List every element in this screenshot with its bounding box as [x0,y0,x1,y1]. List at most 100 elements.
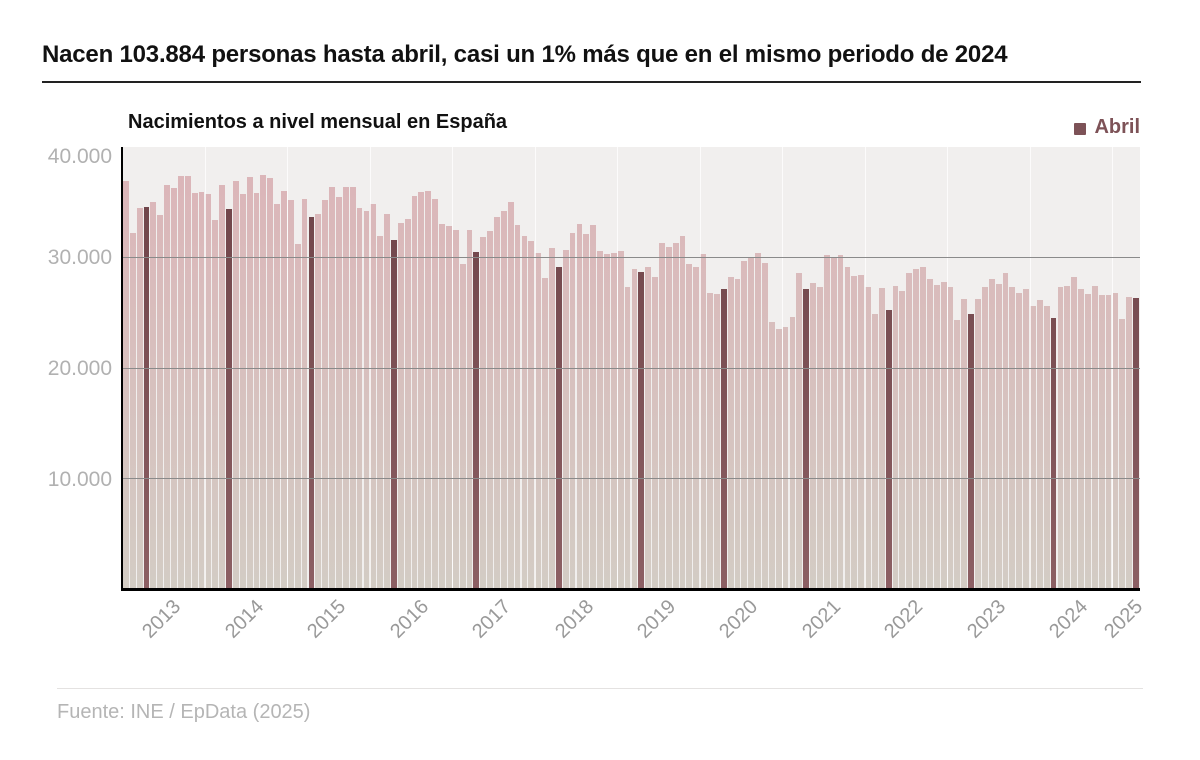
bar-2017-10 [514,225,521,588]
bar-2019-10 [679,236,686,588]
bar-2014-12 [281,191,287,588]
bar-2022-01 [865,287,871,588]
bar-2021-04 [803,289,810,588]
bar-2020-02 [707,292,713,588]
bar-2023-12 [1023,289,1029,588]
bar-2023-04 [968,313,975,588]
bar-2019-05 [645,267,652,588]
x-tick-label-2019: 2019 [633,595,681,643]
bar-2018-07 [576,224,583,588]
x-tick-label-2013: 2013 [138,595,186,643]
source-credit: Fuente: INE / EpData (2025) [57,701,311,723]
bar-2014-03 [219,184,225,588]
bar-2016-06 [404,218,411,588]
bar-2022-09 [920,267,926,588]
gridline-30000 [123,257,1140,258]
bar-2021-09 [837,255,844,588]
bar-2023-08 [995,283,1002,588]
bar-2014-06 [239,194,246,588]
bar-2023-06 [981,287,988,588]
bar-2023-02 [954,320,961,588]
bar-2024-04 [1050,317,1057,588]
bar-2018-01 [535,252,542,588]
bar-2022-06 [899,291,906,588]
bar-2014-05 [232,181,239,588]
bar-2024-12 [1105,294,1112,588]
bar-2015-11 [356,207,363,588]
gridline-10000 [123,478,1140,479]
bar-2016-07 [411,195,418,588]
bar-2016-01 [370,204,377,588]
year-separator [369,147,371,588]
bar-2013-09 [177,175,184,588]
chart-title: Nacimientos a nivel mensual en España [128,111,508,133]
x-axis: 2013 2014 2015 2016 2017 2018 2019 2020 2021 2022… [121,595,1147,656]
bar-2017-04 [473,251,480,588]
bar-2019-06 [652,277,658,588]
bar-2017-12 [528,240,535,588]
bar-2019-04 [638,271,645,588]
bar-2025-01 [1112,292,1119,588]
bar-2020-04 [720,289,727,588]
bar-2017-11 [521,236,528,588]
year-separator [947,147,949,588]
bar-2020-03 [713,293,720,588]
bar-2018-06 [569,233,576,588]
bar-2019-08 [665,247,672,588]
bar-2015-05 [315,214,322,588]
bar-2022-07 [906,272,913,588]
bar-2013-11 [191,193,198,588]
bar-2019-02 [624,287,631,588]
bar-2015-02 [294,244,301,588]
bar-2016-03 [384,214,390,588]
bar-2016-05 [397,223,404,588]
bar-2024-03 [1043,305,1050,588]
bar-2023-05 [975,299,981,588]
bar-2023-11 [1016,292,1023,588]
bar-2019-01 [617,250,624,588]
bar-2022-02 [872,313,878,588]
year-separator [1112,147,1113,588]
bar-2018-03 [549,248,555,588]
page-title: Nacen 103.884 personas hasta abril, casi… [42,40,1141,83]
bar-2020-05 [727,277,734,588]
bar-2018-11 [604,253,610,588]
bar-2020-10 [762,262,768,588]
bar-2021-08 [830,258,837,588]
bar-2014-10 [267,177,274,588]
bar-2018-09 [590,225,597,588]
x-tick-label-2015: 2015 [303,595,351,643]
year-separator [617,147,619,588]
bar-2018-12 [610,252,617,588]
bar-2016-09 [425,191,432,588]
y-tick-label: 40.000 [47,145,112,168]
bar-2014-08 [253,193,260,588]
bar-2024-01 [1030,305,1036,588]
bar-2016-04 [390,239,397,588]
bar-2016-11 [439,224,445,588]
x-tick-label-2025: 2025 [1100,595,1148,643]
year-separator [1029,147,1031,588]
bar-2017-09 [507,202,514,588]
bar-2020-12 [775,328,782,588]
x-tick-label-2020: 2020 [715,595,763,643]
bar-2020-08 [748,258,755,588]
bar-2015-10 [349,186,356,588]
bar-2016-12 [445,226,452,588]
year-separator [699,147,701,588]
bar-2021-11 [851,276,858,588]
plot-area [121,147,1140,591]
x-tick-label-2016: 2016 [385,595,433,643]
bar-2013-04 [143,206,150,588]
bar-2015-04 [308,216,315,588]
x-tick-label-2017: 2017 [468,595,516,643]
footer-divider [57,688,1143,689]
legend-swatch-april-icon [1074,122,1087,135]
bar-2019-07 [658,242,665,588]
x-tick-label-2022: 2022 [880,595,928,643]
bar-2015-06 [322,199,329,588]
x-tick-label-2021: 2021 [798,595,846,643]
bar-2025-03 [1126,296,1133,588]
bar-2022-10 [926,279,933,588]
bar-2015-09 [342,186,349,588]
